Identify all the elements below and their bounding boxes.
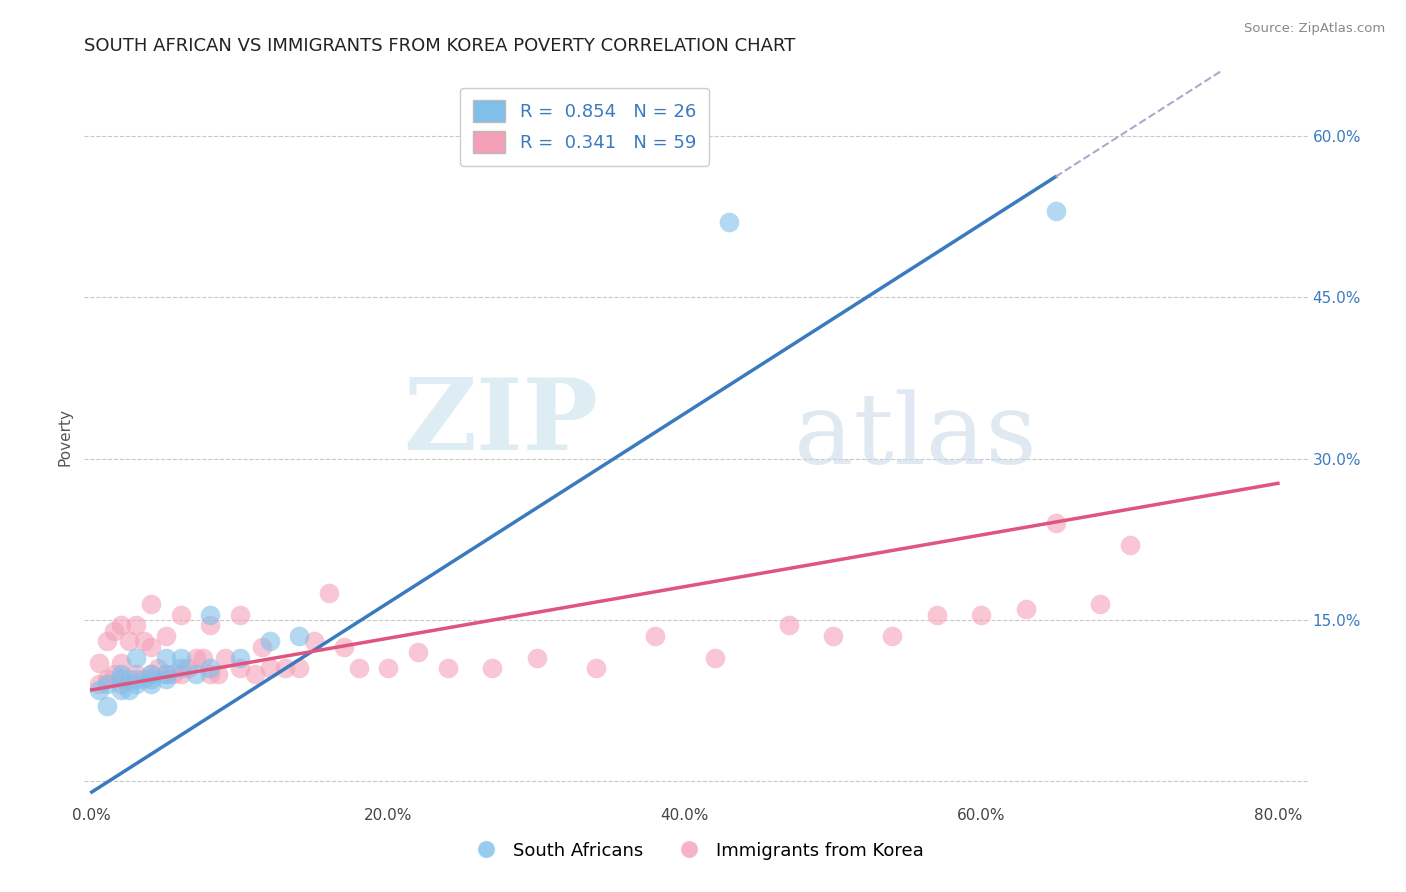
Point: [318, 586, 340, 600]
Point: [89, 656, 111, 670]
Point: [259, 634, 281, 648]
Point: [288, 629, 311, 643]
Point: [170, 607, 193, 622]
Text: ZIP: ZIP: [404, 374, 598, 471]
Point: [170, 666, 193, 681]
Point: [125, 666, 148, 681]
Point: [125, 672, 148, 686]
Point: [200, 607, 222, 622]
Point: [110, 677, 132, 691]
Point: [259, 661, 281, 675]
Point: [155, 666, 177, 681]
Text: atlas: atlas: [794, 389, 1036, 485]
Point: [139, 672, 162, 686]
Point: [125, 650, 148, 665]
Point: [925, 607, 948, 622]
Point: [970, 607, 993, 622]
Point: [302, 634, 325, 648]
Point: [526, 650, 548, 665]
Point: [333, 640, 356, 654]
Point: [110, 672, 132, 686]
Point: [110, 666, 132, 681]
Point: [191, 650, 214, 665]
Point: [110, 682, 132, 697]
Point: [778, 618, 800, 632]
Point: [481, 661, 503, 675]
Legend: South Africans, Immigrants from Korea: South Africans, Immigrants from Korea: [461, 835, 931, 867]
Point: [162, 666, 184, 681]
Point: [139, 677, 162, 691]
Point: [118, 682, 141, 697]
Point: [96, 677, 118, 691]
Point: [823, 629, 845, 643]
Point: [1045, 204, 1067, 219]
Point: [110, 656, 132, 670]
Point: [347, 661, 370, 675]
Text: SOUTH AFRICAN VS IMMIGRANTS FROM KOREA POVERTY CORRELATION CHART: SOUTH AFRICAN VS IMMIGRANTS FROM KOREA P…: [84, 37, 796, 54]
Point: [89, 682, 111, 697]
Point: [148, 661, 170, 675]
Point: [436, 661, 458, 675]
Point: [229, 661, 252, 675]
Point: [96, 698, 118, 713]
Point: [377, 661, 399, 675]
Point: [273, 661, 295, 675]
Point: [118, 634, 141, 648]
Point: [214, 650, 236, 665]
Point: [89, 677, 111, 691]
Point: [207, 666, 229, 681]
Point: [118, 672, 141, 686]
Point: [1088, 597, 1111, 611]
Point: [132, 634, 155, 648]
Point: [177, 661, 200, 675]
Point: [170, 650, 193, 665]
Point: [200, 618, 222, 632]
Point: [703, 650, 725, 665]
Point: [132, 672, 155, 686]
Point: [252, 640, 274, 654]
Point: [1045, 516, 1067, 530]
Point: [170, 661, 193, 675]
Point: [644, 629, 666, 643]
Point: [585, 661, 607, 675]
Point: [200, 661, 222, 675]
Point: [229, 607, 252, 622]
Point: [184, 650, 207, 665]
Point: [288, 661, 311, 675]
Point: [103, 666, 125, 681]
Point: [110, 618, 132, 632]
Point: [1015, 602, 1038, 616]
Point: [125, 677, 148, 691]
Point: [406, 645, 429, 659]
Point: [139, 666, 162, 681]
Point: [718, 215, 741, 229]
Point: [155, 666, 177, 681]
Point: [243, 666, 266, 681]
Point: [96, 672, 118, 686]
Point: [96, 634, 118, 648]
Point: [155, 629, 177, 643]
Point: [139, 640, 162, 654]
Point: [139, 597, 162, 611]
Text: Source: ZipAtlas.com: Source: ZipAtlas.com: [1244, 22, 1385, 36]
Point: [103, 624, 125, 638]
Y-axis label: Poverty: Poverty: [58, 408, 73, 467]
Point: [139, 666, 162, 681]
Point: [184, 666, 207, 681]
Point: [1118, 538, 1140, 552]
Point: [125, 618, 148, 632]
Point: [155, 650, 177, 665]
Point: [155, 672, 177, 686]
Point: [229, 650, 252, 665]
Point: [200, 666, 222, 681]
Point: [882, 629, 904, 643]
